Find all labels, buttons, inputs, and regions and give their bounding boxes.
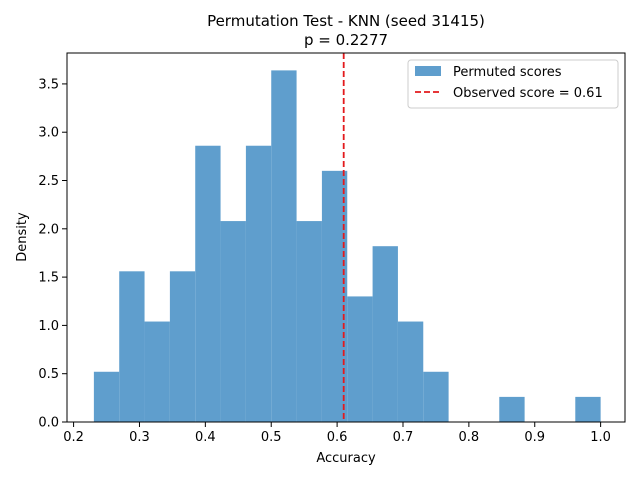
x-tick-label: 0.5 [261, 430, 282, 445]
histogram-bar [372, 246, 398, 422]
histogram-bar [93, 371, 120, 422]
y-tick-label: 2.0 [38, 222, 59, 237]
x-tick-label: 0.9 [524, 430, 545, 445]
histogram-bar [271, 70, 297, 422]
y-tick-label: 1.5 [38, 271, 59, 286]
x-tick-label: 0.4 [195, 430, 216, 445]
histogram-bar [499, 396, 525, 422]
y-tick-label: 2.5 [38, 174, 59, 189]
plot-frame [66, 52, 626, 423]
x-axis-ticks: 0.2 0.3 0.4 0.5 0.6 0.7 0.8 0.9 1.0 [63, 422, 611, 445]
histogram-bar [397, 321, 424, 422]
legend-swatch-permuted [415, 66, 441, 76]
histogram-bar [144, 321, 170, 422]
x-axis-label: Accuracy [316, 451, 376, 466]
x-tick-label: 0.2 [63, 430, 84, 445]
histogram-bar [423, 371, 449, 422]
chart-title: Permutation Test - KNN (seed 31415) [207, 12, 485, 30]
legend: Permuted scores Observed score = 0.61 [407, 59, 619, 109]
histogram-bar [119, 271, 145, 422]
legend-label-observed: Observed score = 0.61 [453, 86, 603, 101]
histogram-bar [220, 221, 246, 422]
y-axis-label: Density [15, 212, 30, 262]
histogram-bar [347, 296, 373, 422]
histogram-bar [296, 221, 322, 422]
y-tick-label: 0.5 [38, 367, 59, 382]
y-tick-label: 0.0 [38, 416, 59, 431]
chart-subtitle: p = 0.2277 [304, 31, 388, 49]
y-tick-label: 3.0 [38, 126, 59, 141]
x-tick-label: 0.3 [129, 430, 150, 445]
histogram-bar [169, 271, 196, 422]
x-tick-label: 1.0 [590, 430, 611, 445]
histogram-bar [245, 145, 272, 423]
y-tick-label: 3.5 [38, 77, 59, 92]
x-tick-label: 0.6 [327, 430, 348, 445]
legend-box [407, 59, 619, 109]
x-tick-label: 0.8 [459, 430, 480, 445]
histogram-bar [575, 396, 601, 422]
y-tick-label: 1.0 [38, 319, 59, 334]
histogram-bar [195, 145, 221, 423]
legend-label-permuted: Permuted scores [453, 65, 562, 80]
x-tick-label: 0.7 [393, 430, 414, 445]
y-axis-ticks: 0.0 0.5 1.0 1.5 2.0 2.5 3.0 3.5 [38, 77, 67, 431]
histogram-bars [93, 70, 601, 423]
